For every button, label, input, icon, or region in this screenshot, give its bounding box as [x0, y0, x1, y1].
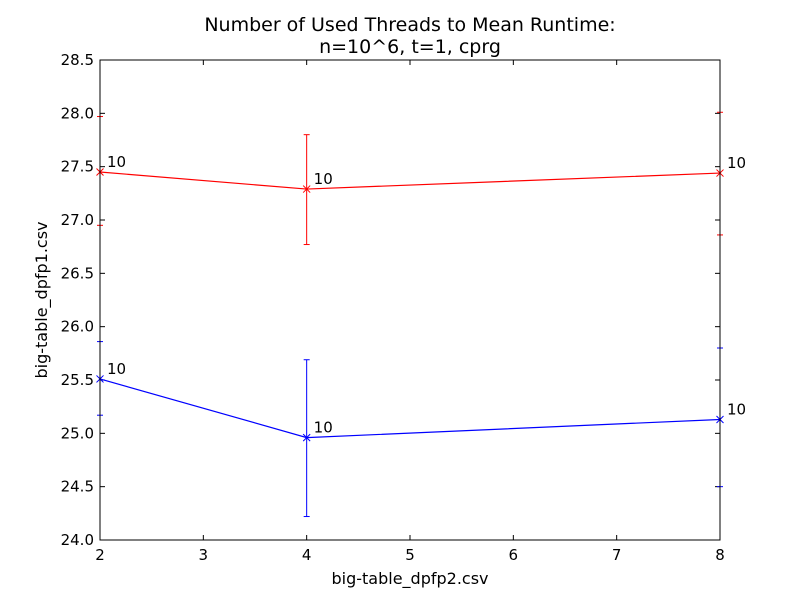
- x-axis-label: big-table_dpfp2.csv: [331, 569, 488, 589]
- x-tick-label: 2: [95, 546, 105, 564]
- data-label: 10: [107, 153, 126, 171]
- y-tick-label: 25.0: [61, 424, 94, 442]
- x-tick-label: 4: [302, 546, 312, 564]
- y-tick-label: 24.0: [61, 531, 94, 549]
- plot-frame: [99, 59, 721, 541]
- data-label: 10: [727, 154, 746, 172]
- chart-title: Number of Used Threads to Mean Runtime:: [204, 14, 615, 36]
- data-point: [302, 433, 311, 442]
- data-label: 10: [314, 419, 333, 437]
- x-tick-label: 8: [715, 546, 725, 564]
- x-tick-label: 5: [405, 546, 415, 564]
- data-point: [302, 185, 311, 193]
- y-tick-label: 27.5: [61, 158, 94, 176]
- y-tick-label: 26.0: [61, 318, 94, 336]
- data-label: 10: [314, 170, 333, 188]
- y-tick-label: 26.5: [61, 264, 94, 282]
- data-label: 10: [727, 400, 746, 418]
- y-tick-label: 24.5: [61, 478, 94, 496]
- chart-subtitle: n=10^6, t=1, cprg: [319, 36, 501, 58]
- y-tick-label: 27.0: [61, 211, 94, 229]
- x-tick-label: 3: [199, 546, 209, 564]
- y-tick-label: 28.5: [61, 51, 94, 69]
- x-tick-label: 7: [612, 546, 622, 564]
- series-line: [99, 171, 721, 190]
- x-tick-label: 6: [509, 546, 519, 564]
- y-tick-label: 25.5: [61, 371, 94, 389]
- plot-area: 2 3 4 5 6 7 8 24.0 24.5 25.0 25.5 26.0 26.5 27.0 27.5 2…: [61, 51, 747, 564]
- y-axis-label: big-table_dpfp1.csv: [32, 221, 52, 378]
- y-tick-label: 28.0: [61, 104, 94, 122]
- series-line: [99, 378, 721, 439]
- data-label: 10: [107, 360, 126, 378]
